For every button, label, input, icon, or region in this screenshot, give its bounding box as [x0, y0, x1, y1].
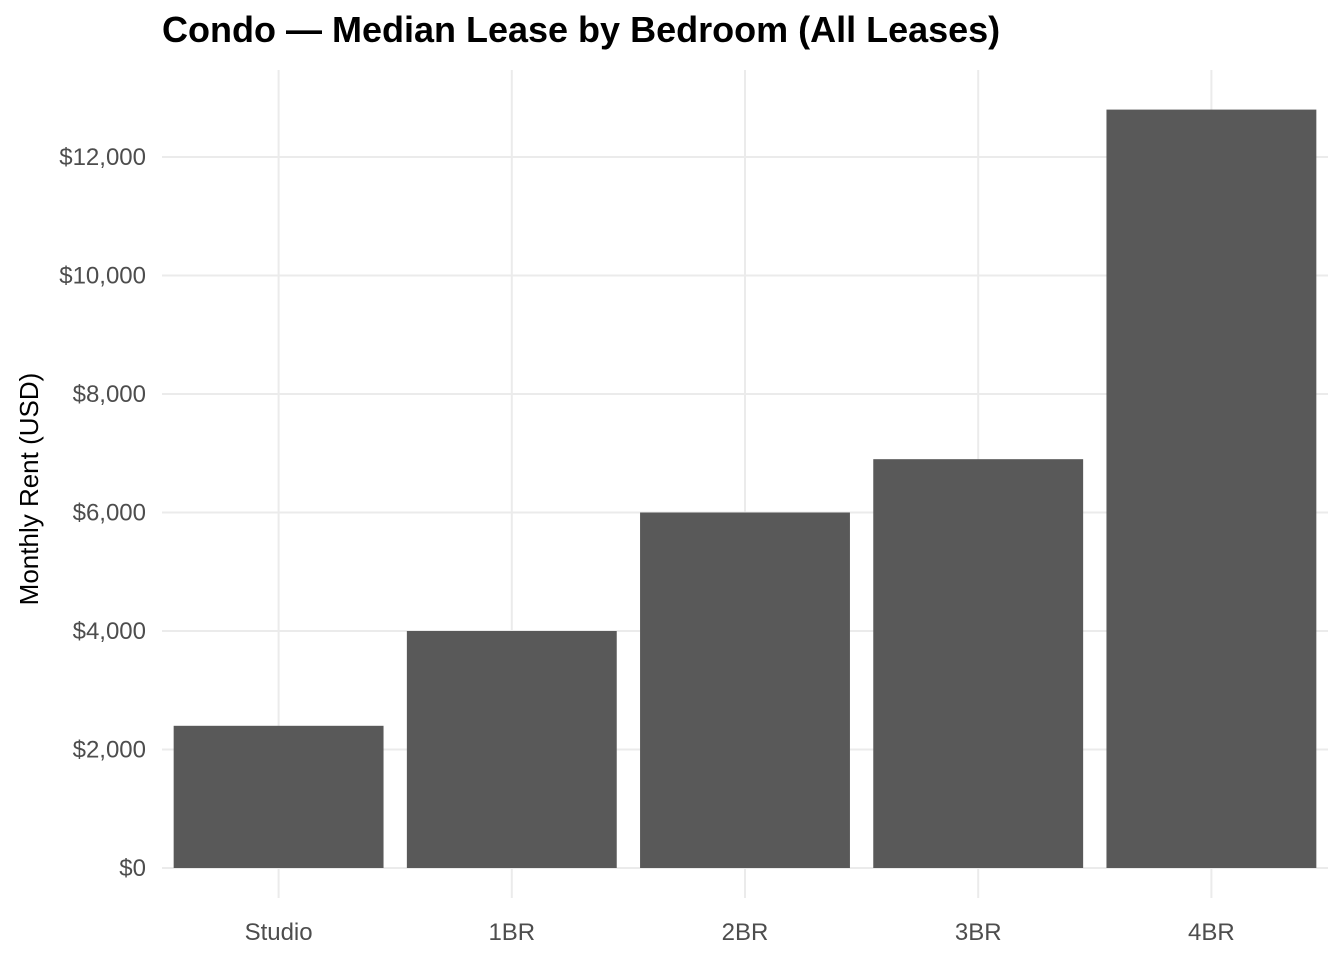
bar-studio	[173, 725, 384, 868]
y-axis-label: Monthly Rent (USD)	[14, 373, 44, 606]
bar-1br	[406, 631, 617, 868]
x-tick-label: 3BR	[955, 919, 1002, 946]
y-tick-label: $12,000	[59, 144, 146, 171]
x-tick-label: 1BR	[488, 919, 535, 946]
bars	[173, 109, 1317, 869]
y-tick-label: $0	[119, 855, 146, 882]
y-tick-label: $4,000	[73, 618, 146, 645]
bar-2br	[640, 512, 850, 868]
chart-title: Condo — Median Lease by Bedroom (All Lea…	[162, 9, 1000, 50]
bar-4br	[1106, 109, 1317, 869]
bar-3br	[873, 459, 1084, 868]
x-tick-label: Studio	[245, 919, 313, 946]
x-axis-ticks: Studio 1BR 2BR 3BR 4BR	[245, 919, 1235, 946]
x-tick-label: 2BR	[722, 919, 769, 946]
y-tick-label: $8,000	[73, 381, 146, 408]
y-tick-label: $10,000	[59, 263, 146, 290]
y-tick-label: $2,000	[73, 737, 146, 764]
x-tick-label: 4BR	[1188, 919, 1235, 946]
y-tick-label: $6,000	[73, 500, 146, 527]
y-axis-ticks: $0 $2,000 $4,000 $6,000 $8,000 $10,000 $12,000	[59, 144, 146, 882]
